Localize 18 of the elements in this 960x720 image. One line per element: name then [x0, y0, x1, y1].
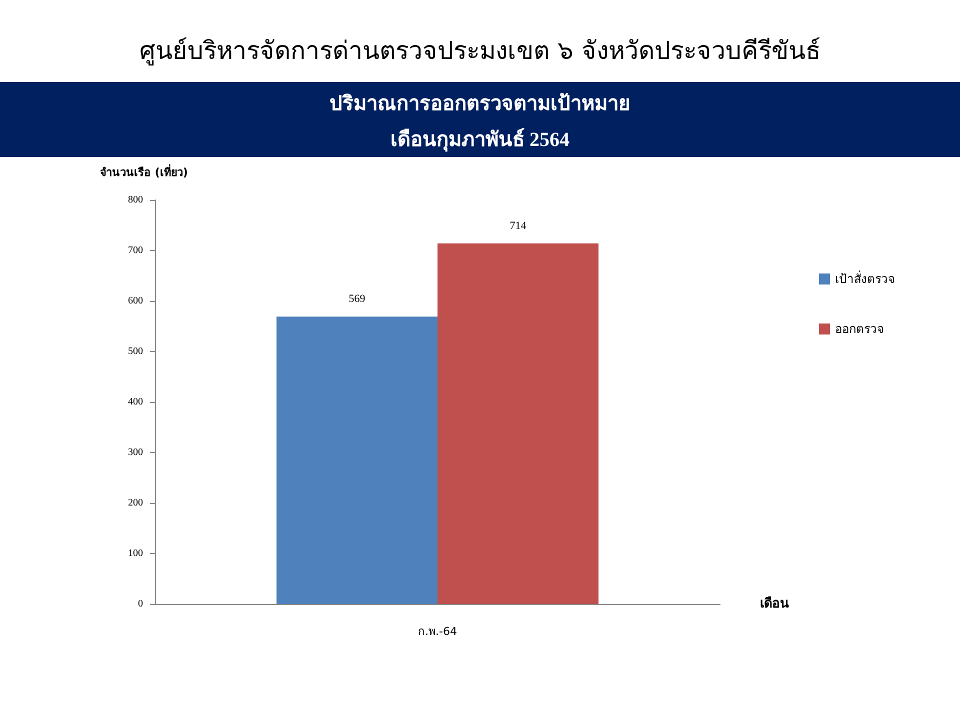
y-tick-label: 600 [128, 296, 143, 306]
y-tick-label: 500 [128, 346, 143, 357]
chart-subtitle: ปริมาณการออกตรวจตามเป้าหมาย เดือนกุมภาพันธ์ 2564 [328, 92, 632, 154]
legend-label: เป้าสั่งตรวจ [835, 270, 895, 286]
data-label: 714 [510, 220, 527, 232]
y-tick-label: 700 [128, 245, 143, 256]
y-tick-label: 0 [138, 598, 143, 610]
y-tick-label: 400 [128, 396, 143, 408]
x-tick-label: ก.พ.-64 [418, 625, 457, 638]
x-axis-title: เดือน [760, 596, 789, 612]
y-tick-label: 300 [128, 447, 143, 458]
y-axis-title: จำนวนเรือ (เที่ยว) [100, 164, 188, 179]
y-tick-label: 800 [128, 194, 143, 206]
data-label: 569 [348, 293, 366, 306]
chart-title: ศูนย์บริหารจัดการด่านตรวจประมงเขต ๖ จังหวัดประจวบคีรีขันธ์ [138, 35, 822, 68]
legend-label: ออกตรวจ [835, 322, 884, 336]
y-tick-label: 100 [128, 548, 143, 559]
y-tick-label: 200 [128, 498, 143, 508]
